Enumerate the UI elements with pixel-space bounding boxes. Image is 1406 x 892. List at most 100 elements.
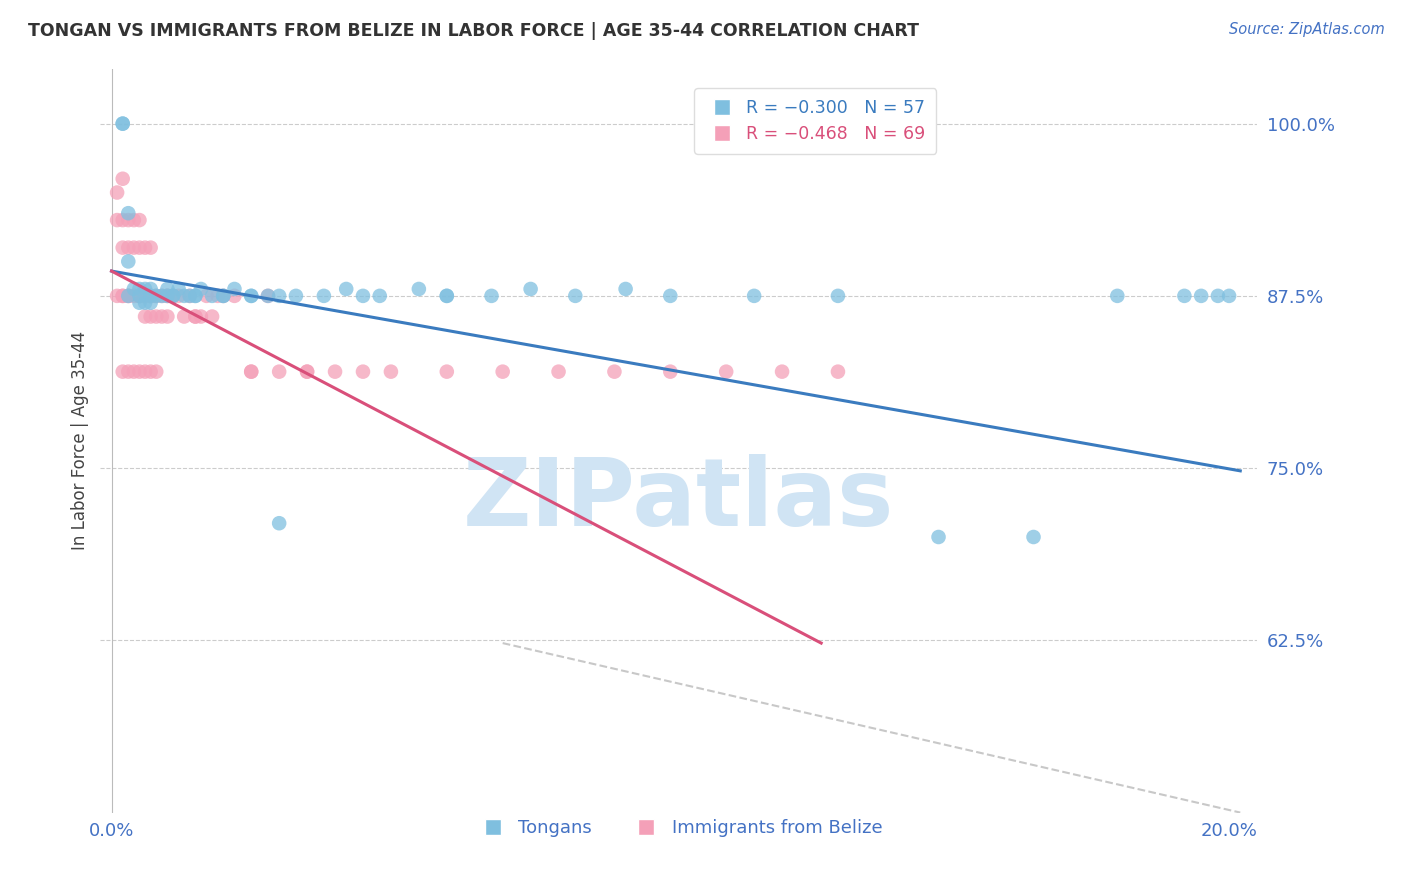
Point: [117, 254, 139, 268]
Point: [111, 241, 134, 255]
Point: [201, 310, 224, 324]
Point: [436, 365, 458, 379]
Point: [212, 289, 235, 303]
Point: [122, 289, 145, 303]
Point: [1206, 289, 1229, 303]
Point: [269, 365, 291, 379]
Point: [770, 365, 793, 379]
Point: [122, 213, 145, 227]
Point: [240, 365, 263, 379]
Point: [212, 289, 235, 303]
Point: [240, 289, 263, 303]
Point: [105, 213, 128, 227]
Point: [111, 171, 134, 186]
Point: [145, 310, 167, 324]
Point: [139, 310, 162, 324]
Point: [284, 289, 307, 303]
Point: [207, 289, 229, 303]
Point: [928, 530, 950, 544]
Text: TONGAN VS IMMIGRANTS FROM BELIZE IN LABOR FORCE | AGE 35-44 CORRELATION CHART: TONGAN VS IMMIGRANTS FROM BELIZE IN LABO…: [28, 22, 920, 40]
Point: [614, 282, 637, 296]
Point: [139, 282, 162, 296]
Point: [184, 289, 207, 303]
Point: [145, 289, 167, 303]
Point: [224, 289, 246, 303]
Point: [312, 289, 335, 303]
Point: [212, 289, 235, 303]
Point: [167, 289, 190, 303]
Point: [156, 282, 179, 296]
Point: [111, 365, 134, 379]
Point: [519, 282, 541, 296]
Point: [1173, 289, 1195, 303]
Point: [117, 241, 139, 255]
Point: [184, 289, 207, 303]
Point: [162, 289, 184, 303]
Point: [323, 365, 346, 379]
Point: [145, 289, 167, 303]
Point: [128, 289, 150, 303]
Point: [201, 289, 224, 303]
Point: [179, 289, 201, 303]
Point: [1218, 289, 1240, 303]
Point: [117, 289, 139, 303]
Legend: Tongans, Immigrants from Belize: Tongans, Immigrants from Belize: [468, 812, 890, 845]
Point: [547, 365, 569, 379]
Point: [134, 282, 156, 296]
Point: [295, 365, 318, 379]
Point: [117, 289, 139, 303]
Point: [827, 365, 849, 379]
Point: [117, 206, 139, 220]
Point: [117, 213, 139, 227]
Point: [335, 282, 357, 296]
Point: [190, 282, 212, 296]
Point: [117, 289, 139, 303]
Point: [240, 365, 263, 379]
Point: [139, 241, 162, 255]
Point: [111, 213, 134, 227]
Point: [269, 289, 291, 303]
Point: [352, 289, 374, 303]
Point: [257, 289, 280, 303]
Text: Source: ZipAtlas.com: Source: ZipAtlas.com: [1229, 22, 1385, 37]
Point: [368, 289, 391, 303]
Point: [156, 310, 179, 324]
Point: [111, 289, 134, 303]
Point: [184, 310, 207, 324]
Point: [122, 282, 145, 296]
Point: [134, 365, 156, 379]
Point: [564, 289, 586, 303]
Point: [150, 310, 173, 324]
Point: [111, 117, 134, 131]
Y-axis label: In Labor Force | Age 35-44: In Labor Force | Age 35-44: [72, 331, 89, 550]
Point: [1022, 530, 1045, 544]
Point: [436, 289, 458, 303]
Point: [269, 516, 291, 531]
Point: [134, 310, 156, 324]
Point: [167, 282, 190, 296]
Point: [659, 289, 682, 303]
Point: [139, 289, 162, 303]
Point: [150, 289, 173, 303]
Point: [162, 289, 184, 303]
Point: [105, 186, 128, 200]
Point: [380, 365, 402, 379]
Point: [408, 282, 430, 296]
Text: ZIPatlas: ZIPatlas: [463, 454, 894, 546]
Point: [173, 289, 195, 303]
Point: [134, 295, 156, 310]
Point: [156, 289, 179, 303]
Point: [128, 295, 150, 310]
Point: [173, 310, 195, 324]
Point: [179, 289, 201, 303]
Point: [117, 365, 139, 379]
Point: [128, 213, 150, 227]
Point: [352, 365, 374, 379]
Point: [224, 282, 246, 296]
Point: [481, 289, 503, 303]
Point: [240, 289, 263, 303]
Point: [128, 241, 150, 255]
Point: [111, 117, 134, 131]
Point: [134, 289, 156, 303]
Point: [1189, 289, 1212, 303]
